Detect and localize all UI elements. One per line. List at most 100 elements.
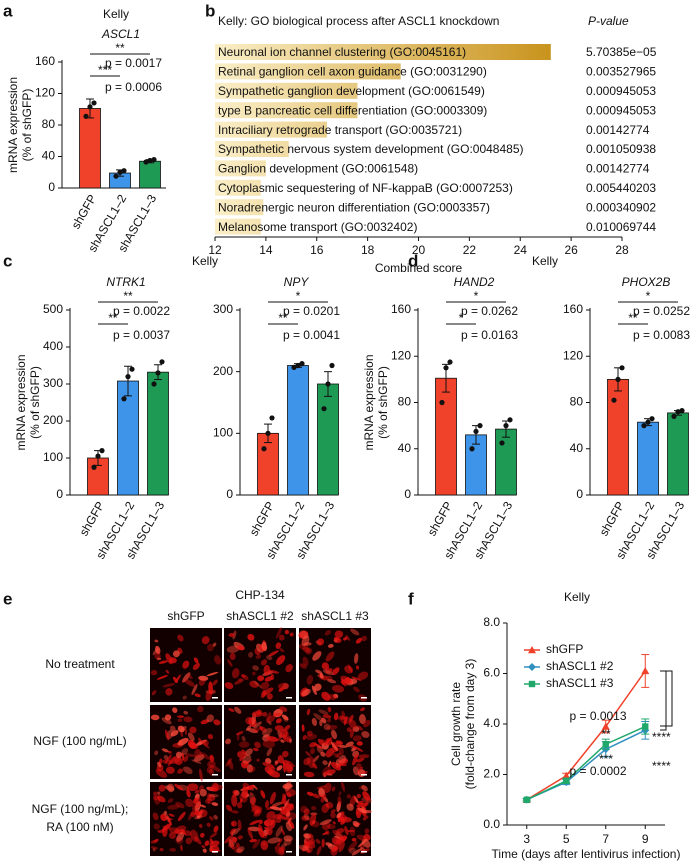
scale-bar — [361, 697, 367, 699]
cell-signal — [263, 820, 270, 827]
cell-signal — [208, 794, 219, 798]
y-axis-label: (fold-change from day 3) — [463, 659, 477, 790]
significance-stars: * — [646, 289, 651, 303]
cell-signal — [323, 782, 332, 794]
cell-signal — [207, 734, 214, 740]
data-point — [129, 366, 135, 372]
term-label: Sympathetic nervous system development (… — [218, 142, 523, 156]
data-point — [121, 168, 127, 174]
cell-signal — [332, 684, 345, 693]
gene-name: PHOX2B — [622, 275, 671, 289]
cell-signal — [284, 763, 293, 773]
cell-signal — [282, 734, 287, 740]
cell-signal — [305, 751, 311, 757]
cell-signal — [351, 676, 362, 681]
cell-signal — [301, 815, 310, 821]
gene-name: NTRK1 — [106, 275, 145, 289]
cell-signal — [153, 791, 158, 796]
cell-signal — [316, 845, 322, 856]
data-point — [147, 157, 153, 164]
cell-signal — [255, 654, 262, 659]
cell-signal — [165, 669, 170, 674]
bar — [607, 378, 629, 496]
cell-signal — [249, 838, 257, 843]
cell-signal — [361, 635, 368, 642]
cell-signal — [174, 783, 184, 791]
cell-signal — [330, 809, 336, 814]
cell-signal — [337, 796, 342, 806]
cell-signal — [191, 759, 202, 764]
cell-signal — [177, 768, 184, 774]
cell-signal — [321, 803, 330, 813]
cell-signal — [153, 823, 160, 830]
bar — [117, 380, 139, 496]
cell-signal — [150, 840, 158, 844]
cell-signal — [343, 676, 350, 687]
cell-signal — [346, 794, 352, 799]
cell-signal — [321, 662, 330, 670]
p-value: 0.001050938 — [586, 142, 656, 156]
p-value: p = 0.0262 — [461, 304, 518, 318]
cell-signal — [319, 819, 332, 825]
x-axis-label: Time (days after lentivirus infection) — [492, 847, 681, 861]
micrograph — [224, 780, 297, 856]
cell-signal — [335, 740, 343, 745]
cell-signal — [154, 639, 159, 643]
cell-signal — [231, 822, 234, 827]
cell-signal — [351, 837, 357, 842]
cell-signal — [206, 671, 219, 677]
cell-signal — [330, 812, 336, 819]
data-point — [649, 416, 655, 422]
y-tick-label: 0.0 — [483, 817, 500, 831]
data-point — [87, 104, 93, 110]
y-axis-label: mRNA expression — [14, 354, 28, 450]
cell-signal — [254, 741, 261, 749]
cell-signal — [263, 826, 271, 831]
cell-signal — [317, 638, 325, 646]
cell-signal — [252, 671, 256, 676]
cell-signal — [347, 841, 358, 851]
data-point — [291, 364, 297, 370]
cell-signal — [232, 630, 237, 640]
cell-signal — [361, 785, 368, 792]
cell-signal — [187, 732, 195, 742]
cell-signal — [226, 804, 233, 812]
p-value: p = 0.0006 — [105, 80, 162, 94]
cell-signal — [340, 811, 345, 816]
cell-signal — [362, 815, 369, 821]
term-label: Cytoplasmic sequestering of NF-kappaB (G… — [218, 181, 513, 195]
cell-signal — [324, 630, 332, 636]
cell-signal — [333, 712, 339, 721]
cell-signal — [357, 766, 364, 773]
cell-signal — [194, 693, 201, 698]
cell-signal — [204, 840, 210, 847]
cell-signal — [277, 682, 290, 690]
cell-signal — [322, 669, 334, 676]
y-tick-label: 200 — [43, 413, 63, 427]
scale-bar — [212, 851, 218, 853]
data-point — [117, 169, 123, 175]
x-tick-label: 12 — [208, 243, 222, 257]
significance-stars: ** — [108, 311, 118, 325]
cell-signal — [245, 748, 253, 756]
cell-signal — [237, 848, 243, 853]
cell-signal — [316, 746, 324, 754]
cell-signal — [224, 682, 234, 690]
cell-signal — [200, 719, 210, 725]
cell-signal — [199, 768, 203, 782]
y-tick-label: 300 — [213, 302, 233, 316]
bar — [215, 82, 358, 99]
p-value: 5.70385e−05 — [586, 45, 657, 59]
cell-signal — [228, 632, 235, 637]
cell-signal — [309, 813, 317, 826]
cell-signal — [200, 740, 210, 749]
series-line — [526, 725, 646, 801]
data-point — [159, 359, 165, 365]
scale-bar — [212, 697, 218, 699]
cell-signal — [227, 659, 233, 667]
scale-bar — [212, 774, 218, 776]
cell-signal — [158, 660, 168, 664]
cell-signal — [231, 836, 238, 843]
cell-signal — [356, 793, 362, 799]
